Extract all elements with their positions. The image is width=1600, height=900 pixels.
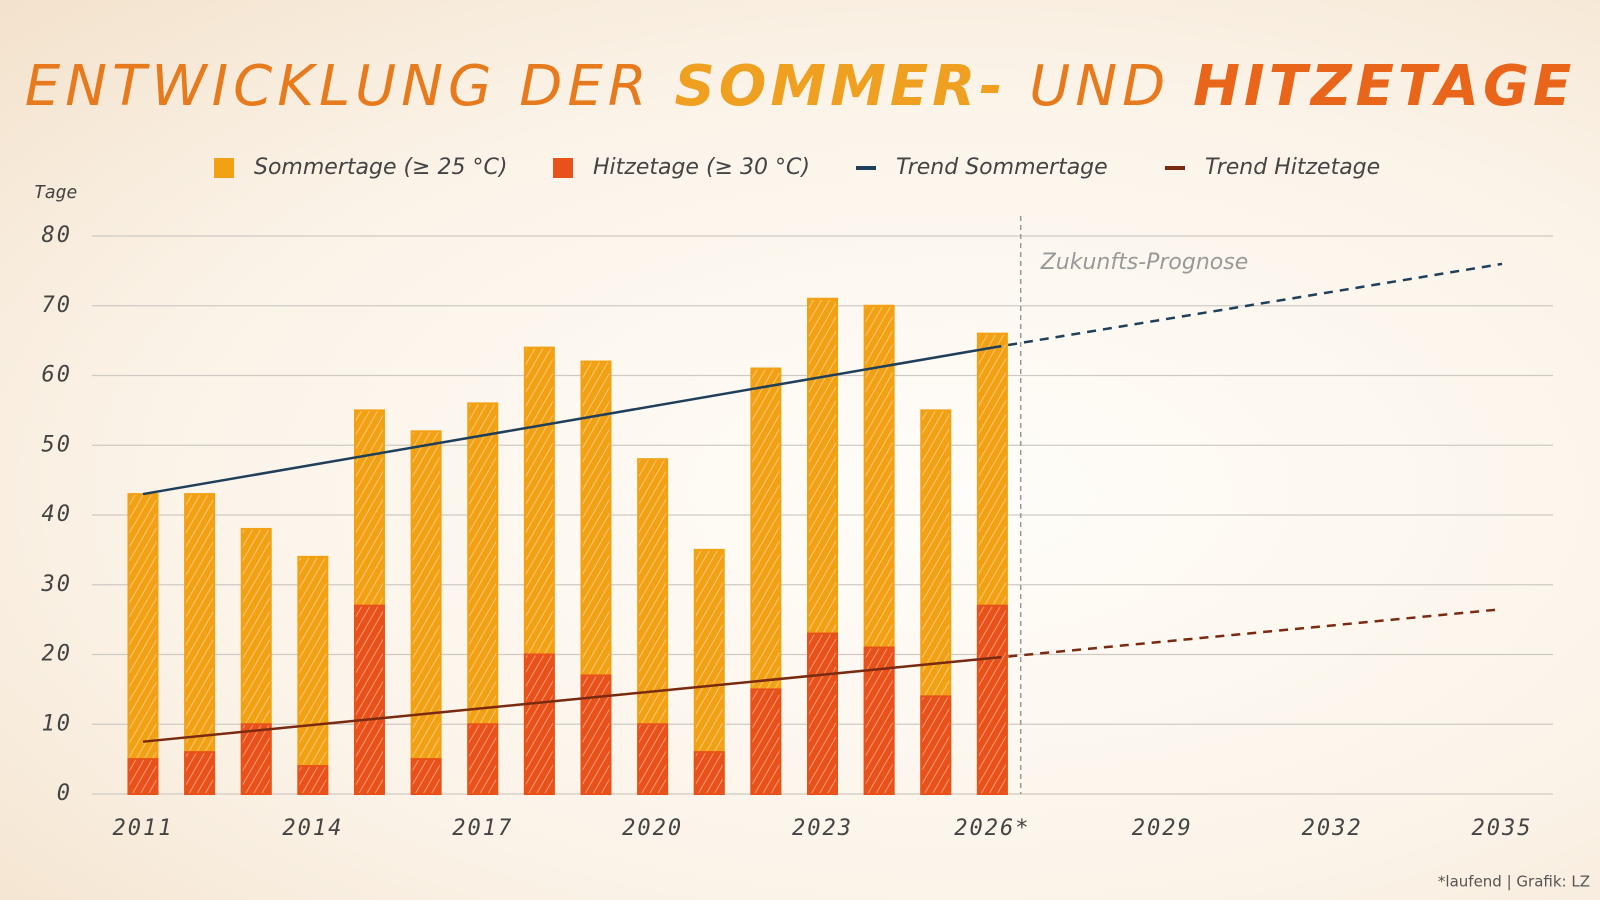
legend-label: Sommertage (≥ 25 °C) bbox=[254, 155, 507, 180]
bar bbox=[693, 751, 725, 796]
title-part: UND bbox=[1006, 54, 1193, 119]
chart-title: ENTWICKLUNG DER SOMMER- UND HITZETAGE bbox=[25, 54, 1575, 119]
bar bbox=[297, 765, 329, 795]
y-tick-label: 60 bbox=[42, 363, 73, 388]
bar bbox=[240, 723, 272, 795]
bar bbox=[467, 723, 499, 795]
bar bbox=[353, 604, 385, 795]
bar bbox=[297, 555, 329, 795]
bar bbox=[184, 493, 216, 795]
x-tick-label: 2020 bbox=[622, 816, 683, 841]
trend-line bbox=[142, 346, 993, 496]
y-tick-label: 30 bbox=[41, 572, 73, 597]
bar bbox=[184, 751, 216, 796]
y-axis-label: Tage bbox=[34, 182, 77, 203]
y-tick-label: 70 bbox=[42, 293, 73, 318]
bar bbox=[807, 632, 838, 796]
x-tick-label: 2017 bbox=[452, 816, 513, 841]
y-tick-label: 0 bbox=[57, 781, 72, 806]
legend-label: Hitzetage (≥ 30 °C) bbox=[593, 155, 810, 180]
title-part: HITZETAGE bbox=[1193, 54, 1575, 119]
legend-label: Trend Hitzetage bbox=[1205, 155, 1380, 180]
bar bbox=[637, 723, 669, 795]
y-tick-label: 50 bbox=[42, 432, 73, 457]
bar bbox=[580, 674, 612, 795]
x-tick-label: 2035 bbox=[1472, 816, 1533, 841]
bar bbox=[863, 646, 895, 796]
bar bbox=[410, 758, 442, 795]
legend-swatch bbox=[553, 158, 573, 178]
x-tick-label: 2011 bbox=[112, 816, 173, 841]
title-part: ENTWICKLUNG DER bbox=[25, 54, 675, 119]
x-tick-label: 2014 bbox=[282, 816, 343, 841]
bar bbox=[127, 493, 159, 795]
forecast-label: Zukunfts-Prognose bbox=[1040, 250, 1249, 275]
y-tick-label: 10 bbox=[42, 711, 73, 736]
bar bbox=[920, 695, 952, 795]
footnote: *laufend | Grafik: LZ bbox=[1438, 873, 1590, 891]
y-tick-label: 20 bbox=[42, 642, 73, 667]
legend-label: Trend Sommertage bbox=[896, 155, 1108, 180]
trend-forecast bbox=[992, 607, 1503, 660]
legend-swatch bbox=[214, 158, 234, 178]
trend-line bbox=[142, 656, 993, 743]
y-tick-label: 80 bbox=[42, 223, 73, 248]
bar bbox=[750, 688, 782, 795]
bar bbox=[127, 758, 159, 795]
x-tick-label: 2023 bbox=[792, 816, 853, 841]
x-tick-label: 2032 bbox=[1302, 816, 1363, 841]
x-tick-label: 2029 bbox=[1132, 816, 1193, 841]
bar bbox=[410, 430, 442, 795]
x-tick-label: 2026* bbox=[954, 816, 1030, 841]
bar bbox=[523, 653, 555, 795]
title-part: SOMMER- bbox=[674, 54, 1006, 119]
trend-forecast bbox=[992, 262, 1503, 349]
bar bbox=[976, 604, 1008, 795]
y-tick-label: 40 bbox=[42, 502, 73, 527]
